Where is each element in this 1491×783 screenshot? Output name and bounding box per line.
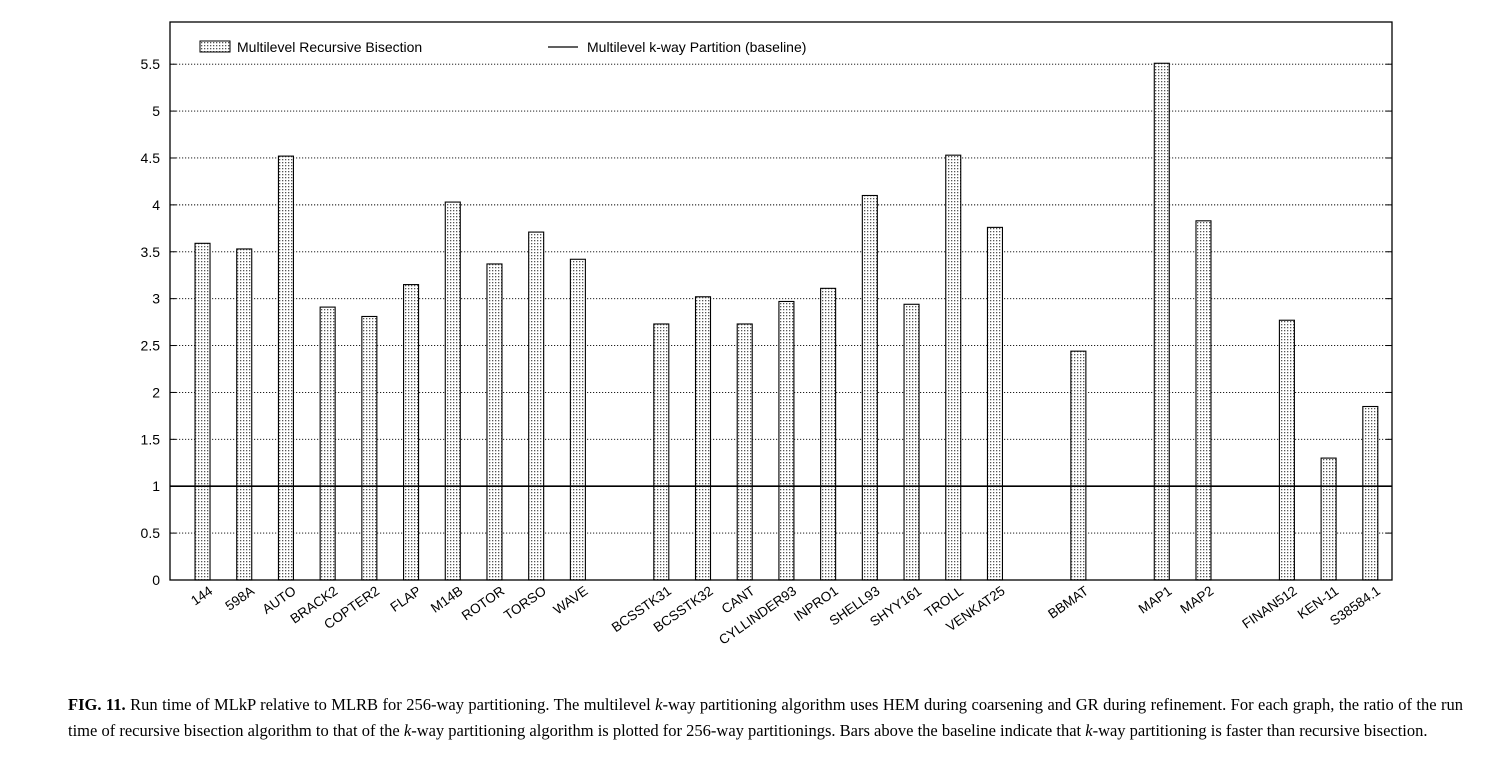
bar-cyllinder93 — [778, 300, 795, 581]
x-tick-label: ROTOR — [459, 583, 508, 623]
bar-144 — [194, 242, 211, 581]
caption-text: Run time of MLkP relative to MLRB for 25… — [68, 695, 1464, 740]
y-tick-label: 5 — [152, 103, 160, 119]
x-tick-label: 144 — [188, 583, 215, 608]
y-tick-label: 4.5 — [141, 150, 161, 166]
bar-rotor — [486, 263, 503, 581]
bar-s38584.1 — [1362, 405, 1379, 581]
bar-m14b — [444, 201, 461, 581]
bar-brack2 — [319, 306, 336, 581]
y-tick-label: 5.5 — [141, 56, 161, 72]
x-tick-label: BBMAT — [1045, 583, 1091, 621]
bar-shell93 — [861, 194, 878, 581]
bar-map1 — [1153, 62, 1170, 581]
y-tick-label: 0 — [152, 572, 160, 588]
bar-598a — [236, 248, 253, 581]
bar-wave — [569, 258, 586, 581]
bar-bcsstk31 — [653, 323, 670, 581]
bars — [194, 62, 1379, 581]
x-tick-label: FINAN512 — [1239, 583, 1299, 631]
bar-finan512 — [1278, 319, 1295, 581]
y-tick-label: 1 — [152, 478, 160, 494]
bar-ken-11 — [1320, 457, 1337, 581]
bar-venkat25 — [986, 226, 1004, 581]
x-tick-label: WAVE — [551, 583, 591, 617]
y-axis-ticks: 0 0.5 1 1.5 2 2.5 3 3.5 4 4.5 5 5.5 — [141, 56, 1392, 588]
bar-copter2 — [361, 315, 378, 581]
bar-auto — [277, 155, 294, 581]
x-tick-label: 598A — [223, 583, 257, 613]
legend-baseline-label: Multilevel k-way Partition (baseline) — [587, 39, 806, 55]
y-tick-label: 0.5 — [141, 525, 161, 541]
y-tick-label: 3.5 — [141, 244, 161, 260]
legend-bar-swatch — [199, 40, 231, 53]
y-tick-label: 3 — [152, 291, 160, 307]
legend-bar-label: Multilevel Recursive Bisection — [237, 39, 422, 55]
y-tick-label: 2 — [152, 384, 160, 400]
caption-label: FIG. 11. — [68, 695, 126, 714]
y-tick-label: 1.5 — [141, 431, 161, 447]
y-tick-label: 4 — [152, 197, 160, 213]
bar-inpro1 — [820, 287, 837, 581]
x-tick-label: MAP2 — [1177, 583, 1216, 616]
x-tick-label: FLAP — [388, 583, 424, 615]
legend: Multilevel Recursive Bisection Multileve… — [199, 39, 806, 55]
bar-shyy161 — [903, 303, 920, 581]
plot-frame — [169, 21, 1393, 581]
y-tick-label: 2.5 — [141, 338, 161, 354]
bar-chart: 00.511.522.533.544.555.5 144 598A AUTOBRAC… — [141, 21, 1393, 648]
bar-torso — [528, 231, 545, 581]
bar-bcsstk32 — [694, 296, 712, 581]
x-tick-label: MAP1 — [1136, 583, 1175, 616]
bar-flap — [403, 284, 420, 581]
bar-troll — [945, 154, 962, 581]
bar-bbmat — [1070, 350, 1087, 581]
bar-cant — [736, 323, 753, 581]
figure-caption: FIG. 11. Run time of MLkP relative to ML… — [68, 692, 1463, 744]
bar-map2 — [1195, 220, 1212, 581]
x-tick-label: TORSO — [501, 583, 549, 623]
